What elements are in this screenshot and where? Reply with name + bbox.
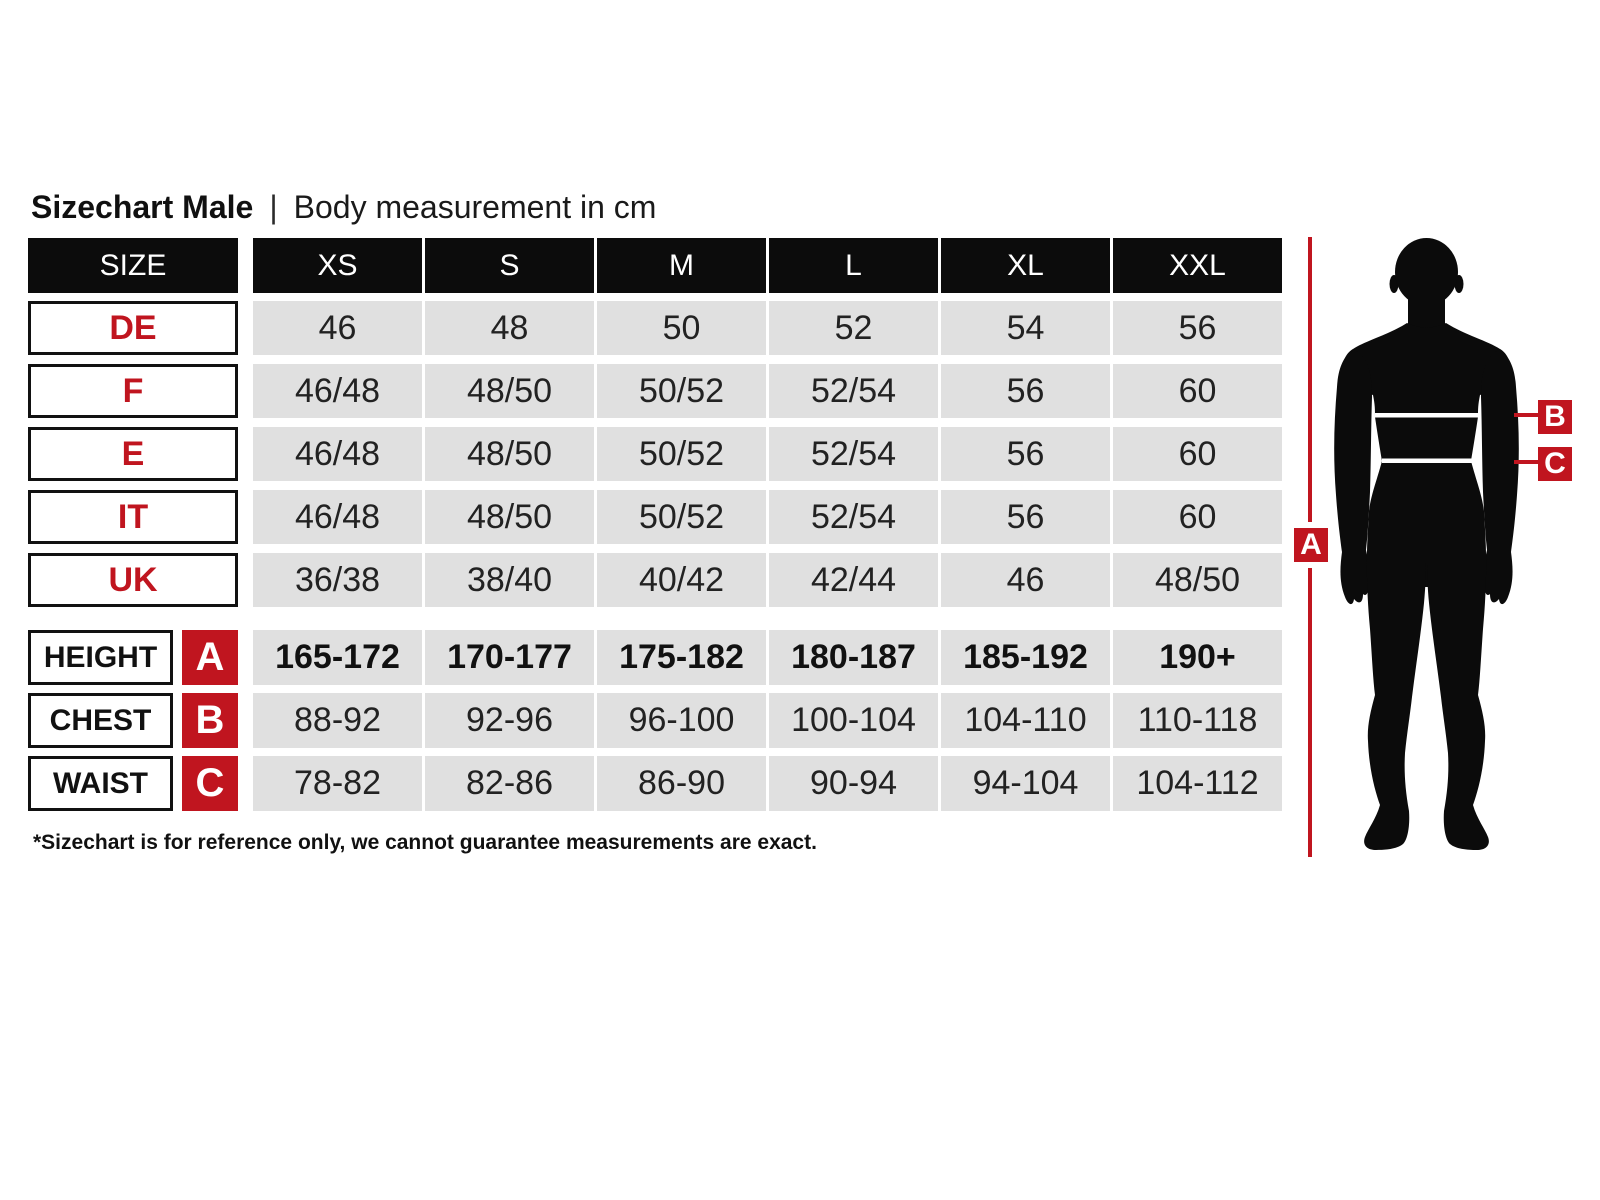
cell-e-xxl: 60 (1113, 427, 1282, 481)
cell-f-xxl: 60 (1113, 364, 1282, 418)
cell-e-l: 52/54 (769, 427, 938, 481)
row-label-de: DE (28, 301, 238, 355)
table-row-de: DE 46 48 50 52 54 56 (28, 301, 1282, 355)
arm-left (1334, 349, 1372, 605)
cell-chest-s: 92-96 (425, 693, 594, 748)
cell-height-xxl: 190+ (1113, 630, 1282, 685)
cell-it-s: 48/50 (425, 490, 594, 544)
cell-waist-s: 82-86 (425, 756, 594, 811)
cell-e-xl: 56 (941, 427, 1110, 481)
table-row-f: F 46/48 48/50 50/52 52/54 56 60 (28, 364, 1282, 418)
cell-f-s: 48/50 (425, 364, 594, 418)
leg-left (1364, 517, 1426, 850)
cell-it-xl: 56 (941, 490, 1110, 544)
cell-waist-xl: 94-104 (941, 756, 1110, 811)
table-row-waist: WAIST C 78-82 82-86 86-90 90-94 94-104 1… (28, 756, 1282, 811)
cell-de-s: 48 (425, 301, 594, 355)
chest-measure-line (1375, 413, 1478, 418)
table-row-uk: UK 36/38 38/40 40/42 42/44 46 48/50 (28, 553, 1282, 607)
cell-uk-xs: 36/38 (253, 553, 422, 607)
cell-de-xl: 54 (941, 301, 1110, 355)
cell-uk-l: 42/44 (769, 553, 938, 607)
cell-it-m: 50/52 (597, 490, 766, 544)
cell-f-m: 50/52 (597, 364, 766, 418)
row-label-uk: UK (28, 553, 238, 607)
waist-connector-line (1514, 460, 1540, 464)
footnote: *Sizechart is for reference only, we can… (33, 831, 817, 854)
marker-a-diagram: A (1294, 528, 1328, 562)
table-row-e: E 46/48 48/50 50/52 52/54 56 60 (28, 427, 1282, 481)
row-label-height: HEIGHT (28, 630, 173, 685)
header-cell-m: M (597, 238, 766, 293)
cell-uk-xl: 46 (941, 553, 1110, 607)
cell-f-xl: 56 (941, 364, 1110, 418)
chest-connector-line (1514, 413, 1540, 417)
header-cell-l: L (769, 238, 938, 293)
neck (1408, 289, 1445, 333)
marker-b-table: B (182, 693, 238, 748)
marker-a-table: A (182, 630, 238, 685)
cell-it-xxl: 60 (1113, 490, 1282, 544)
cell-e-s: 48/50 (425, 427, 594, 481)
row-label-waist: WAIST (28, 756, 173, 811)
cell-height-xs: 165-172 (253, 630, 422, 685)
cell-de-xs: 46 (253, 301, 422, 355)
cell-chest-l: 100-104 (769, 693, 938, 748)
header-cell-s: S (425, 238, 594, 293)
male-body-silhouette (1334, 238, 1519, 850)
title-subtitle: Body measurement in cm (293, 189, 657, 225)
cell-f-xs: 46/48 (253, 364, 422, 418)
cell-uk-m: 40/42 (597, 553, 766, 607)
cell-height-m: 175-182 (597, 630, 766, 685)
cell-uk-s: 38/40 (425, 553, 594, 607)
cell-height-xl: 185-192 (941, 630, 1110, 685)
cell-de-xxl: 56 (1113, 301, 1282, 355)
cell-chest-xl: 104-110 (941, 693, 1110, 748)
row-label-e: E (28, 427, 238, 481)
table-row-chest: CHEST B 88-92 92-96 96-100 100-104 104-1… (28, 693, 1282, 748)
cell-de-l: 52 (769, 301, 938, 355)
header-cell-xs: XS (253, 238, 422, 293)
cell-it-xs: 46/48 (253, 490, 422, 544)
marker-c-diagram: C (1538, 447, 1572, 481)
cell-e-xs: 46/48 (253, 427, 422, 481)
table-row-it: IT 46/48 48/50 50/52 52/54 56 60 (28, 490, 1282, 544)
row-label-f: F (28, 364, 238, 418)
row-label-it: IT (28, 490, 238, 544)
marker-c-table: C (182, 756, 238, 811)
header-cell-size: SIZE (28, 238, 238, 293)
cell-chest-xs: 88-92 (253, 693, 422, 748)
row-label-chest: CHEST (28, 693, 173, 748)
cell-de-m: 50 (597, 301, 766, 355)
cell-chest-m: 96-100 (597, 693, 766, 748)
cell-waist-m: 86-90 (597, 756, 766, 811)
leg-right (1427, 517, 1489, 850)
cell-f-l: 52/54 (769, 364, 938, 418)
table-row-height: HEIGHT A 165-172 170-177 175-182 180-187… (28, 630, 1282, 685)
cell-e-m: 50/52 (597, 427, 766, 481)
table-header-row: SIZE XS S M L XL XXL (28, 238, 1282, 293)
waist-measure-line (1382, 458, 1473, 463)
arm-right (1481, 349, 1519, 605)
size-table: SIZE XS S M L XL XXL DE 46 48 50 52 54 5… (28, 238, 1282, 819)
marker-b-diagram: B (1538, 400, 1572, 434)
cell-waist-l: 90-94 (769, 756, 938, 811)
title-main: Sizechart Male (31, 189, 254, 225)
cell-waist-xxl: 104-112 (1113, 756, 1282, 811)
cell-uk-xxl: 48/50 (1113, 553, 1282, 607)
cell-height-s: 170-177 (425, 630, 594, 685)
cell-height-l: 180-187 (769, 630, 938, 685)
cell-it-l: 52/54 (769, 490, 938, 544)
header-cell-xl: XL (941, 238, 1110, 293)
title-separator: | (269, 189, 278, 225)
cell-chest-xxl: 110-118 (1113, 693, 1282, 748)
page-title: Sizechart Male | Body measurement in cm (31, 189, 656, 225)
header-cell-xxl: XXL (1113, 238, 1282, 293)
cell-waist-xs: 78-82 (253, 756, 422, 811)
